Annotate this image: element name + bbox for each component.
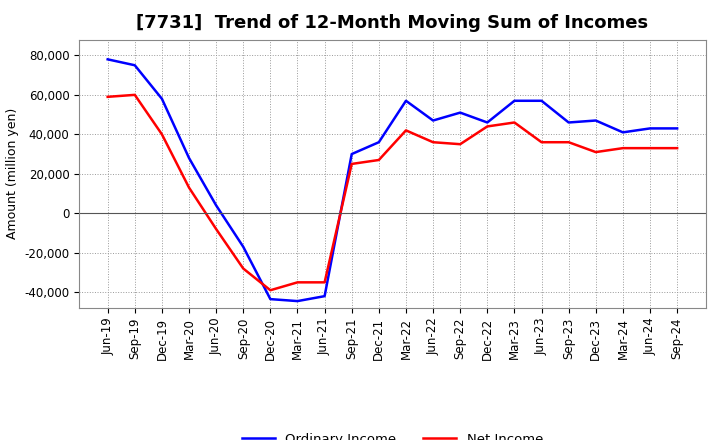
Legend: Ordinary Income, Net Income: Ordinary Income, Net Income <box>237 427 548 440</box>
Ordinary Income <box>374 139 383 145</box>
Net Income <box>564 139 573 145</box>
Net Income <box>646 146 654 151</box>
Line: Ordinary Income: Ordinary Income <box>108 59 677 301</box>
Y-axis label: Amount (million yen): Amount (million yen) <box>6 108 19 239</box>
Net Income <box>456 142 464 147</box>
Ordinary Income <box>510 98 518 103</box>
Net Income <box>618 146 627 151</box>
Ordinary Income <box>564 120 573 125</box>
Net Income <box>510 120 518 125</box>
Ordinary Income <box>348 151 356 157</box>
Ordinary Income <box>646 126 654 131</box>
Ordinary Income <box>618 130 627 135</box>
Net Income <box>591 150 600 155</box>
Net Income <box>374 158 383 163</box>
Net Income <box>348 161 356 167</box>
Net Income <box>130 92 139 98</box>
Net Income <box>158 132 166 137</box>
Ordinary Income <box>537 98 546 103</box>
Net Income <box>402 128 410 133</box>
Net Income <box>212 227 220 232</box>
Ordinary Income <box>212 203 220 208</box>
Ordinary Income <box>266 297 275 302</box>
Ordinary Income <box>320 293 329 299</box>
Ordinary Income <box>402 98 410 103</box>
Ordinary Income <box>428 118 437 123</box>
Net Income <box>320 280 329 285</box>
Line: Net Income: Net Income <box>108 95 677 290</box>
Title: [7731]  Trend of 12-Month Moving Sum of Incomes: [7731] Trend of 12-Month Moving Sum of I… <box>136 15 649 33</box>
Ordinary Income <box>672 126 681 131</box>
Ordinary Income <box>185 155 194 161</box>
Ordinary Income <box>130 62 139 68</box>
Ordinary Income <box>591 118 600 123</box>
Net Income <box>483 124 492 129</box>
Net Income <box>293 280 302 285</box>
Ordinary Income <box>239 244 248 249</box>
Net Income <box>239 266 248 271</box>
Net Income <box>428 139 437 145</box>
Net Income <box>266 288 275 293</box>
Ordinary Income <box>456 110 464 115</box>
Ordinary Income <box>158 96 166 102</box>
Ordinary Income <box>293 298 302 304</box>
Ordinary Income <box>104 57 112 62</box>
Net Income <box>104 94 112 99</box>
Net Income <box>537 139 546 145</box>
Net Income <box>185 185 194 190</box>
Ordinary Income <box>483 120 492 125</box>
Net Income <box>672 146 681 151</box>
